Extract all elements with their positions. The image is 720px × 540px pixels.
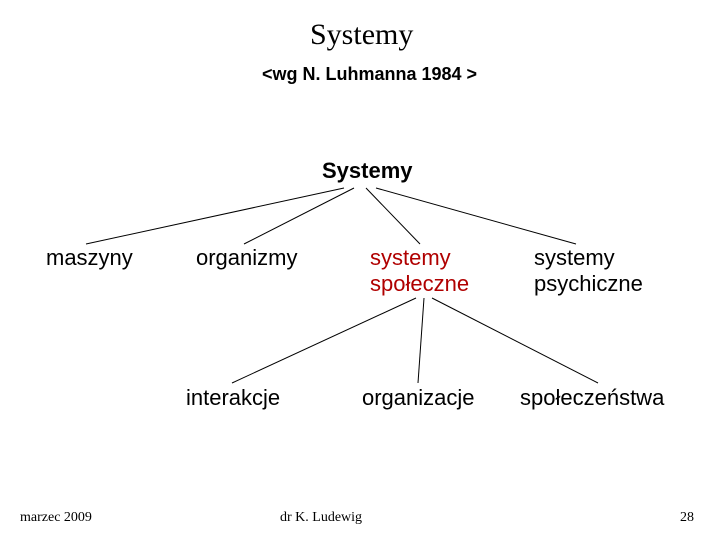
page-subtitle: <wg N. Luhmanna 1984 > — [262, 64, 477, 85]
footer-date: marzec 2009 — [20, 510, 92, 526]
node-organizacje: organizacje — [362, 385, 475, 411]
footer-author: dr K. Ludewig — [280, 510, 362, 526]
node-systemy-spoleczne-line1: systemy — [370, 245, 451, 270]
node-systemy-spoleczne-line2: społeczne — [370, 271, 469, 297]
footer-page-number: 28 — [680, 510, 694, 526]
node-root: Systemy — [322, 158, 413, 184]
node-maszyny: maszyny — [46, 245, 133, 271]
node-organizmy: organizmy — [196, 245, 297, 271]
node-systemy-spoleczne: systemy społeczne — [370, 245, 469, 297]
node-systemy-psychiczne-line2: psychiczne — [534, 271, 643, 297]
node-spoleczenstwa: społeczeństwa — [520, 385, 664, 411]
node-interakcje: interakcje — [186, 385, 280, 411]
node-systemy-psychiczne-line1: systemy — [534, 245, 615, 270]
page-title: Systemy — [310, 18, 413, 52]
node-systemy-psychiczne: systemy psychiczne — [534, 245, 643, 297]
